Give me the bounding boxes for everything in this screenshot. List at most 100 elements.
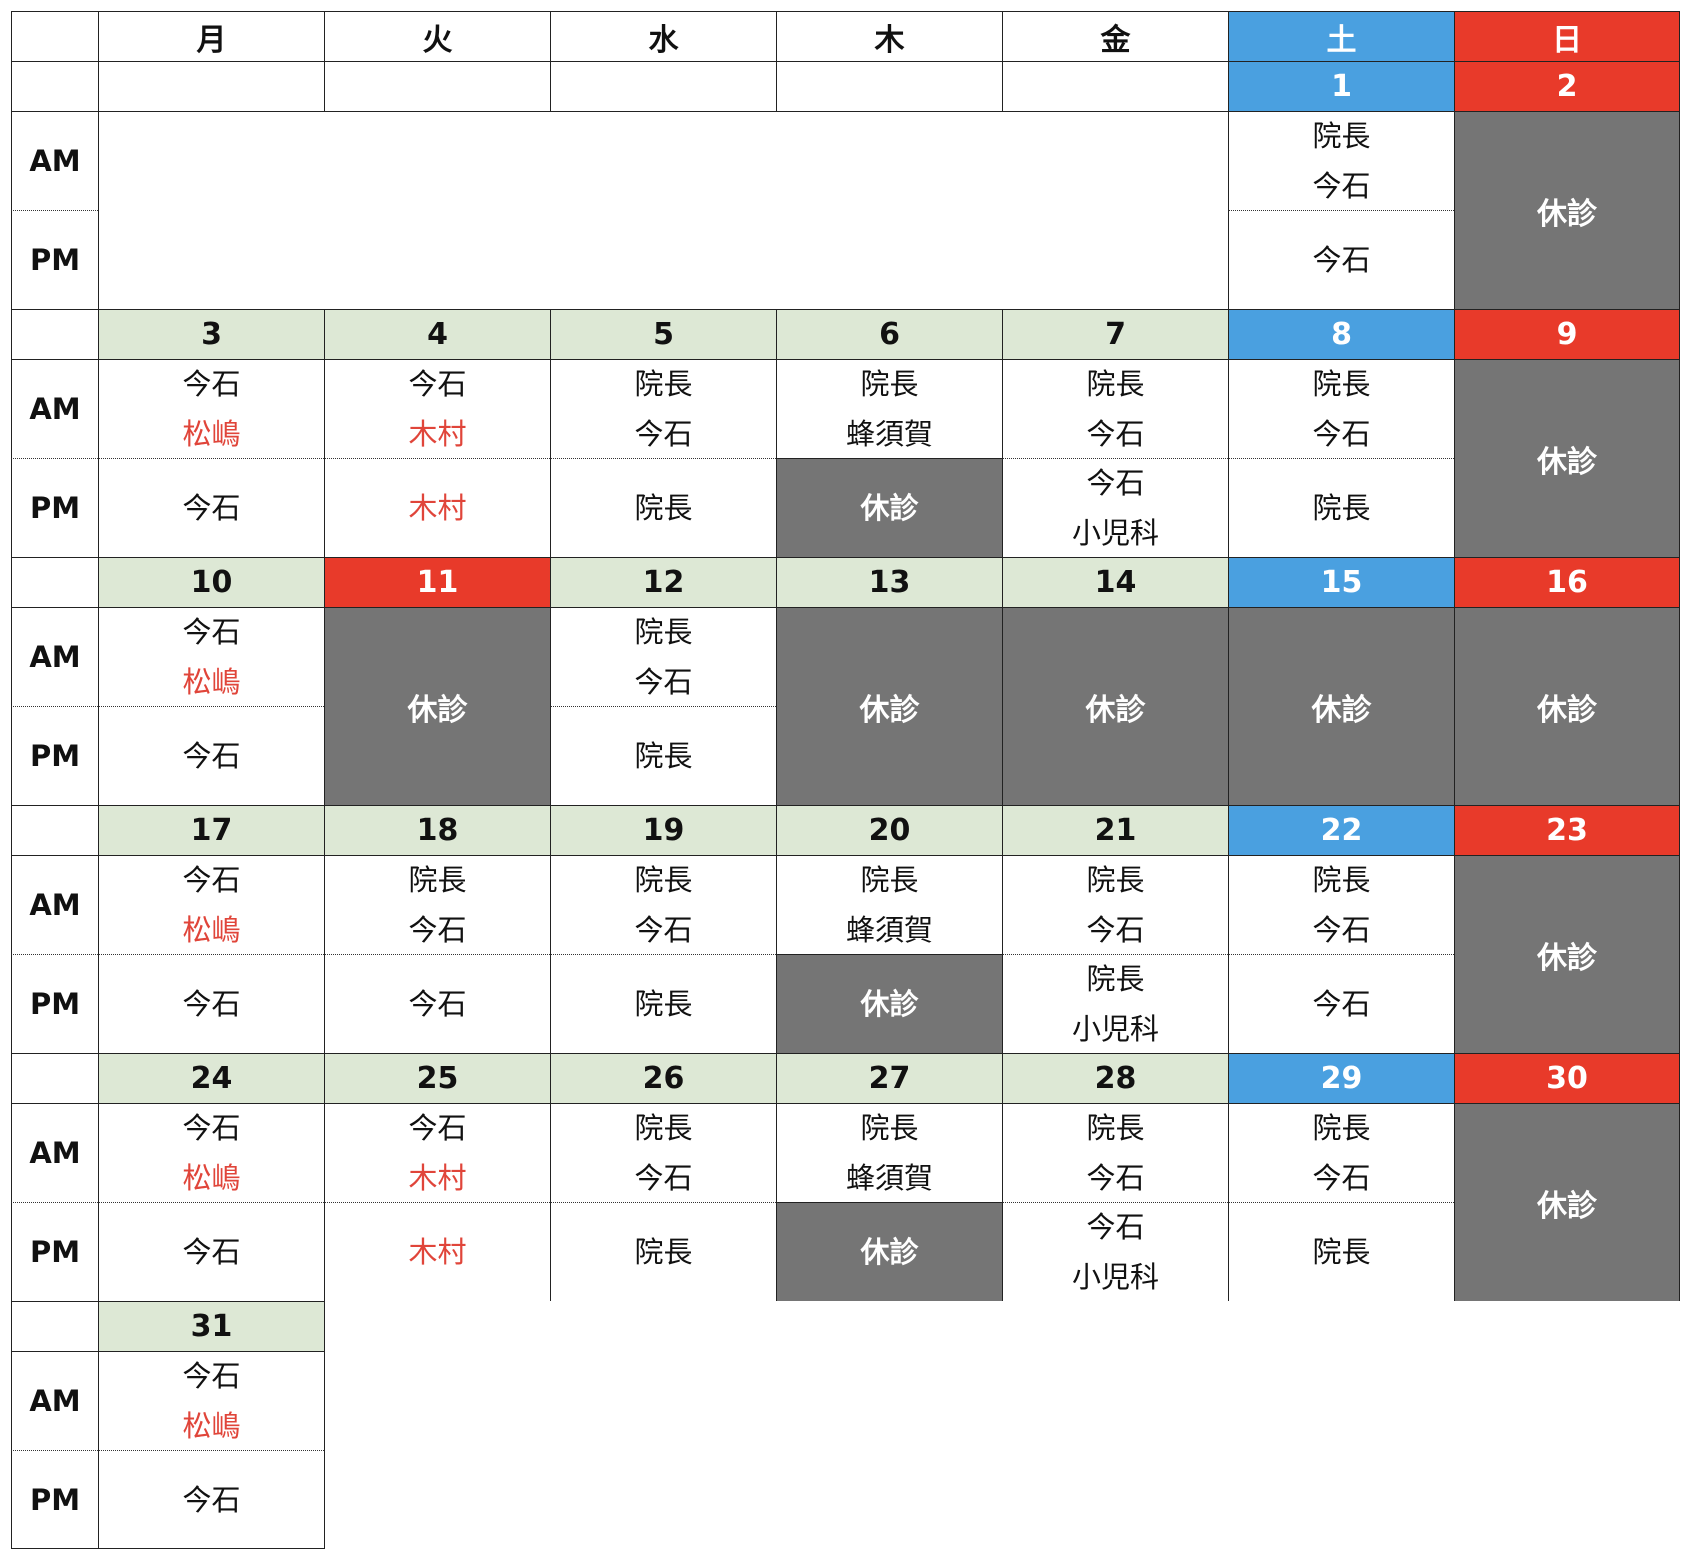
date-cell: [324, 1301, 550, 1351]
date-cell: 22: [1228, 805, 1454, 855]
date-cell: [98, 61, 324, 111]
closed-label: 休診: [1537, 444, 1597, 480]
pm-text: PM: [29, 987, 81, 1021]
doctor-name: 今石: [1312, 169, 1371, 203]
am-slot: 院長 蜂須賀: [776, 1103, 1002, 1202]
pm-slot: 院長: [550, 458, 776, 557]
date-number: 8: [1331, 317, 1352, 352]
doctor-name: 木村: [408, 1161, 467, 1195]
pm-label: PM: [11, 1450, 98, 1549]
pm-slot: 院長: [550, 954, 776, 1053]
pm-slot-closed: 休診: [776, 458, 1002, 557]
closed-label: 休診: [1537, 196, 1597, 232]
day-column: 今石 松嶋 今石: [98, 1103, 324, 1301]
doctor-name: 今石: [182, 1482, 241, 1517]
doctor-name: 今石: [408, 1111, 467, 1145]
date-cell: [776, 1301, 1002, 1351]
doctor-name: 今石: [634, 913, 693, 947]
doctor-name: 院長: [634, 491, 693, 525]
am-slot: 院長 今石: [550, 855, 776, 954]
slot-labels: AM PM: [11, 1351, 98, 1549]
weekday-label: 木: [874, 22, 905, 58]
day-column: 休診: [1002, 607, 1228, 805]
doctor-name: 今石: [1086, 913, 1145, 947]
day-column: 今石 松嶋 今石: [98, 359, 324, 557]
doctor-name: 院長: [1312, 1111, 1371, 1145]
closed-label: 休診: [407, 692, 468, 728]
date-cell: 19: [550, 805, 776, 855]
am-label: AM: [11, 1351, 98, 1450]
am-slot: 今石 松嶋: [98, 1103, 324, 1202]
date-number: 11: [416, 565, 459, 600]
slot-labels: AM PM: [11, 607, 98, 805]
closed-label: 休診: [1085, 692, 1146, 728]
date-cell: [1002, 1301, 1228, 1351]
date-cell: [550, 1301, 776, 1351]
date-cell: [1454, 1301, 1680, 1351]
week-block: AM PM 院長 今石 今石 休診: [11, 111, 1680, 309]
closed-day: 休診: [1228, 607, 1454, 805]
doctor-name: 今石: [1312, 417, 1371, 451]
week-block: AM PM 今石 松嶋 今石 今石 木村 木村 院長 今石 院長 院長 蜂須賀 休診 院長 今石 今石 小児科 院長…: [11, 1103, 1680, 1301]
slot-labels: AM PM: [11, 1103, 98, 1301]
date-row: 24 25 26 27 28 29 30: [11, 1053, 1680, 1103]
weekday-header: 金: [1002, 11, 1228, 61]
date-number: 29: [1320, 1061, 1363, 1096]
pm-slot: 院長: [550, 706, 776, 805]
date-number: 20: [868, 813, 911, 848]
day-column: 院長 今石 院長 小児科: [1002, 855, 1228, 1053]
doctor-name: 院長: [634, 863, 693, 897]
doctor-name: 小児科: [1071, 1012, 1159, 1046]
am-slot: 院長 今石: [550, 607, 776, 706]
date-number: 17: [190, 813, 233, 848]
week-block: AM PM 今石 松嶋 今石 今石 木村 木村 院長 今石 院長 院長 蜂須賀 休診 院長 今石 今石 小児科 院長…: [11, 359, 1680, 557]
weekday-label: 日: [1552, 22, 1582, 58]
day-column: 今石 松嶋 今石: [98, 1351, 324, 1549]
date-number: 28: [1094, 1061, 1137, 1096]
weekday-header: 木: [776, 11, 1002, 61]
am-label: AM: [11, 1103, 98, 1202]
closed-day: 休診: [1454, 111, 1680, 309]
doctor-name: 院長: [1312, 1235, 1371, 1269]
date-cell: 26: [550, 1053, 776, 1103]
date-number: 23: [1546, 813, 1588, 848]
date-number: 27: [868, 1061, 911, 1096]
doctor-name: 院長: [1086, 1111, 1145, 1145]
am-slot: 今石 松嶋: [98, 607, 324, 706]
day-column: 休診: [1454, 1103, 1680, 1301]
am-text: AM: [29, 1384, 81, 1418]
pm-slot: 院長: [550, 1202, 776, 1301]
day-column: 休診: [776, 607, 1002, 805]
date-number: 18: [416, 813, 459, 848]
date-cell: 24: [98, 1053, 324, 1103]
pm-label: PM: [11, 210, 98, 309]
date-number: 2: [1556, 69, 1578, 104]
closed-label: 休診: [1537, 940, 1597, 976]
closed-day: 休診: [1454, 607, 1680, 805]
date-cell: 16: [1454, 557, 1680, 607]
date-number: 31: [190, 1309, 233, 1344]
date-number: 14: [1094, 565, 1137, 600]
date-cell: 20: [776, 805, 1002, 855]
date-number: 25: [416, 1061, 459, 1096]
day-column: 休診: [324, 607, 550, 805]
date-cell: 12: [550, 557, 776, 607]
am-slot: 院長 今石: [324, 855, 550, 954]
doctor-name: 松嶋: [182, 913, 241, 947]
pm-slot: 今石 小児科: [1002, 1202, 1228, 1301]
doctor-name: 今石: [1312, 987, 1371, 1021]
pm-slot-closed: 休診: [776, 954, 1002, 1053]
doctor-name: 院長: [1086, 863, 1145, 897]
date-row-label: [11, 805, 98, 855]
pm-slot: 今石: [98, 458, 324, 557]
pm-label: PM: [11, 458, 98, 557]
date-cell: [1228, 1301, 1454, 1351]
date-cell: 2: [1454, 61, 1680, 111]
date-row-label: [11, 557, 98, 607]
date-cell: 28: [1002, 1053, 1228, 1103]
day-column: 院長 今石 院長: [550, 607, 776, 805]
am-slot: 院長 今石: [1002, 855, 1228, 954]
date-row: 31: [11, 1301, 1680, 1351]
weekday-label: 月: [196, 22, 227, 58]
weekday-label: 水: [648, 22, 679, 58]
